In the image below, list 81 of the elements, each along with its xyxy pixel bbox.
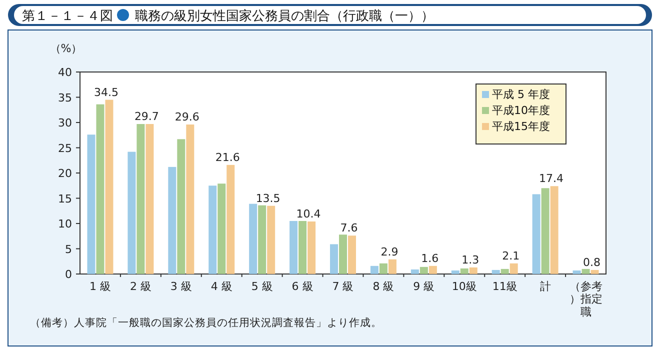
- y-tick-label: 20: [58, 167, 72, 180]
- x-tick-label: 2 級: [130, 280, 152, 293]
- x-tick-label: 5 級: [251, 280, 273, 293]
- x-tick-label: 1 級: [89, 280, 111, 293]
- bar: [370, 266, 378, 274]
- x-tick-label: 11級: [492, 280, 518, 293]
- data-label: 1.6: [421, 252, 439, 265]
- data-label: 10.4: [296, 207, 321, 220]
- y-tick-label: 5: [65, 242, 72, 256]
- bar: [168, 166, 176, 274]
- x-tick-label: （参考）指定職: [569, 280, 602, 318]
- bar: [298, 220, 307, 274]
- y-tick-label: 40: [58, 66, 72, 79]
- bar: [87, 134, 96, 274]
- y-axis-title: （%）: [50, 42, 82, 55]
- data-label: 13.5: [256, 192, 280, 205]
- data-label: 29.6: [174, 110, 200, 124]
- legend-label: 平成10年度: [492, 104, 550, 117]
- chart-subtitle: 職務の級別女性国家公務員の割合（行政職（一））: [135, 8, 434, 24]
- bar: [420, 266, 428, 274]
- bar: [492, 270, 500, 274]
- y-tick-label: 10: [58, 218, 72, 230]
- bar: [186, 124, 194, 274]
- bar: [590, 270, 599, 274]
- bar: [177, 139, 186, 274]
- y-tick-label: 0: [65, 268, 72, 281]
- x-tick-label: 7 級: [332, 280, 354, 293]
- bar: [218, 184, 226, 274]
- x-tick-label: 8 級: [372, 280, 394, 293]
- bar: [339, 234, 347, 274]
- x-tick-label: 6 級: [292, 280, 314, 293]
- bar: [267, 206, 276, 274]
- bar: [582, 268, 590, 274]
- data-label: 21.6: [215, 150, 240, 164]
- bar: [330, 244, 338, 274]
- bar: [379, 263, 388, 274]
- data-label: 2.1: [502, 249, 520, 262]
- bar: [469, 267, 478, 274]
- bar: [550, 186, 558, 274]
- bar: [308, 221, 316, 274]
- data-label: 2.9: [380, 245, 398, 258]
- data-label: 34.5: [94, 86, 118, 99]
- x-tick-label: 3 級: [170, 280, 192, 293]
- bar: [105, 100, 114, 274]
- x-tick-label: 9 級: [413, 280, 435, 293]
- data-label: 17.4: [539, 172, 564, 186]
- bar: [258, 205, 266, 274]
- bar: [226, 164, 235, 274]
- y-tick-label: 35: [58, 91, 72, 104]
- bar: [460, 268, 468, 274]
- legend-label: 平成15年度: [492, 120, 550, 133]
- bar: [128, 152, 136, 274]
- bar: [290, 220, 298, 274]
- x-tick-label: 10級: [452, 280, 477, 293]
- bar: [136, 124, 145, 274]
- data-label: 0.8: [583, 256, 601, 269]
- bar: [572, 270, 581, 274]
- data-label: 29.7: [134, 110, 159, 124]
- data-label: 1.3: [462, 253, 480, 266]
- bar: [410, 269, 419, 274]
- x-tick-label: 4 級: [210, 280, 232, 293]
- bar: [428, 266, 437, 274]
- data-label: 7.6: [340, 222, 358, 235]
- bar: [541, 188, 550, 274]
- text: （備考）人事院「一般職の国家公務員の任用状況調査報告」より作成。: [30, 316, 382, 329]
- bar: [249, 204, 258, 274]
- bar: [208, 186, 217, 274]
- bar: [500, 268, 509, 274]
- y-tick-label: 25: [58, 142, 72, 155]
- legend-label: 平成 5 年度: [492, 88, 550, 101]
- bar: [388, 259, 396, 274]
- bar: [96, 104, 104, 274]
- y-tick-label: 30: [58, 116, 72, 130]
- y-tick-label: 15: [58, 192, 72, 206]
- bar: [532, 194, 540, 274]
- bar: [348, 236, 356, 274]
- bar: [510, 263, 518, 274]
- x-tick-label: 計: [540, 280, 551, 293]
- bar: [451, 270, 460, 274]
- bar: [146, 124, 154, 274]
- chart-title: 第１－１－４図: [22, 9, 113, 24]
